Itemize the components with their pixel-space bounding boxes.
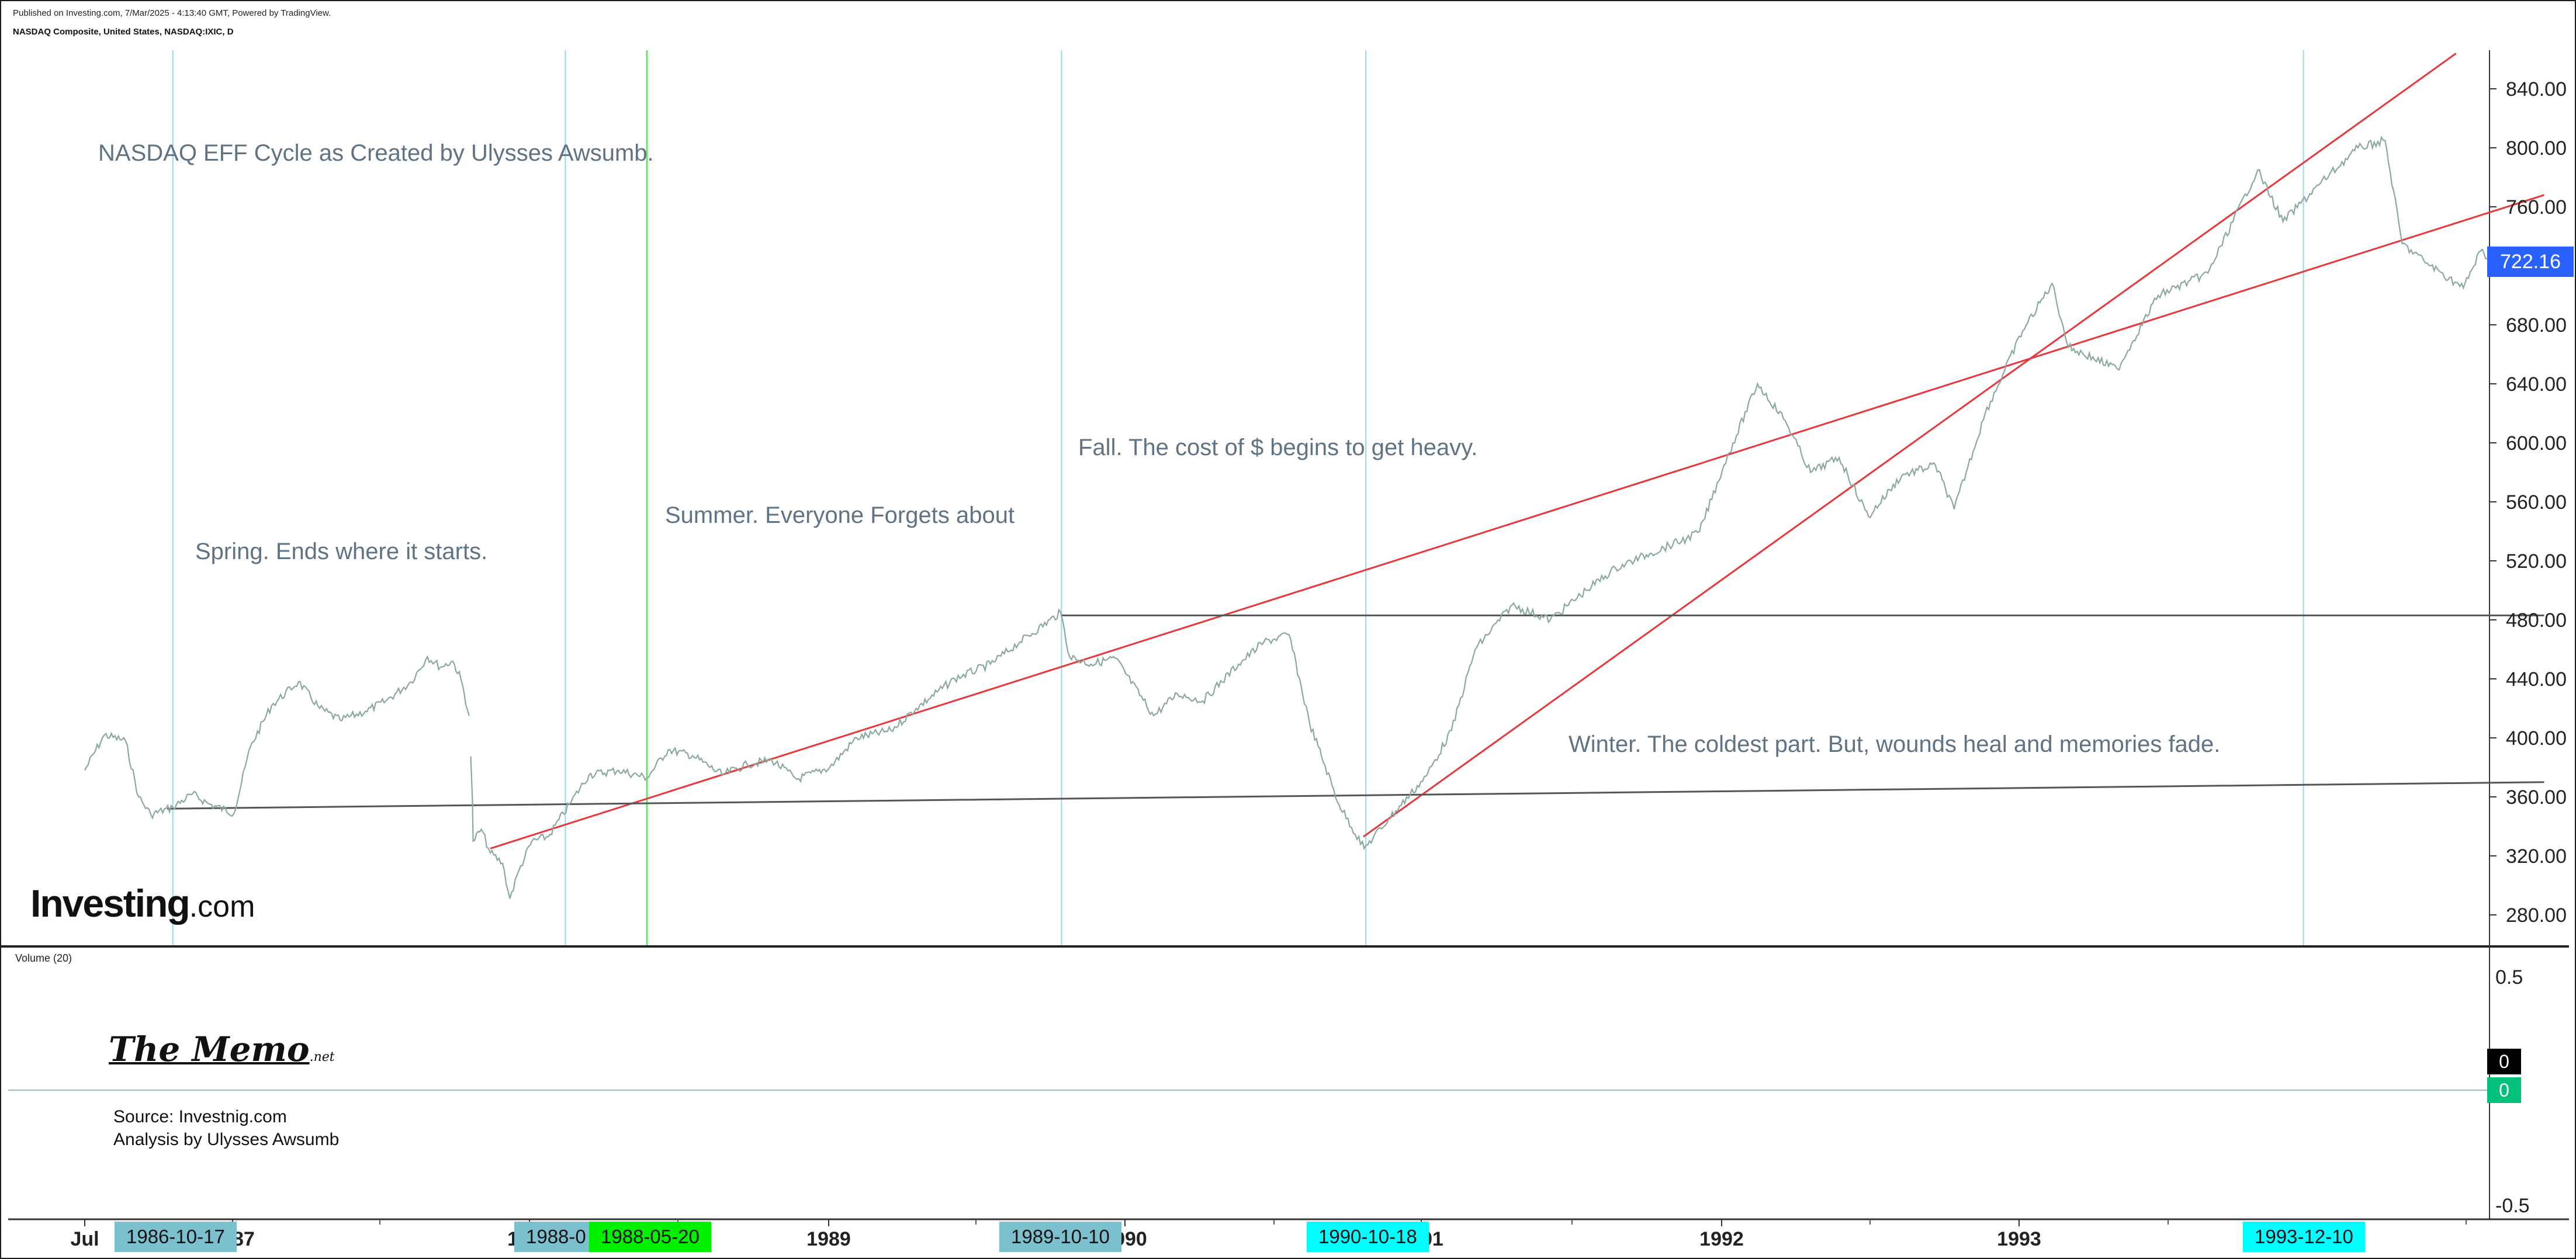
- analysis-line: Analysis by Ulysses Awsumb: [113, 1130, 340, 1149]
- y-tick-label-7: 560.00: [2506, 491, 2567, 514]
- published-line: Published on Investing.com, 7/Mar/2025 -…: [13, 8, 331, 18]
- y-tick-label-13: 320.00: [2506, 845, 2567, 868]
- y-tick-label-14: 280.00: [2506, 904, 2567, 927]
- y-tick-label-8: 520.00: [2506, 550, 2567, 573]
- source-line: Source: Investnig.com: [113, 1107, 287, 1126]
- x-tick-label-6: 1992: [1699, 1228, 1744, 1250]
- y-tick-label-5: 640.00: [2506, 373, 2567, 396]
- annotation-title: NASDAQ EFF Cycle as Created by Ulysses A…: [98, 140, 654, 166]
- the-memo-logo: The Memo.net: [109, 1029, 335, 1069]
- y-tick-label-0: 840.00: [2506, 78, 2567, 100]
- symbol-line: NASDAQ Composite, United States, NASDAQ:…: [13, 27, 234, 37]
- y-tick-label-9: 480.00: [2506, 609, 2567, 632]
- volume-tick-label-0: 0.5: [2495, 966, 2523, 989]
- date-marker-tag-5: 1993-12-10: [2243, 1222, 2365, 1252]
- date-marker-tag-4: 1990-10-18: [1307, 1222, 1429, 1252]
- annotation-winter: Winter. The coldest part. But, wounds he…: [1569, 731, 2221, 757]
- date-marker-tag-0: 1986-10-17: [115, 1222, 237, 1252]
- y-tick-label-1: 800.00: [2506, 137, 2567, 159]
- volume-tick-label-1: -0.5: [2495, 1195, 2530, 1217]
- volume-indicator-label[interactable]: Volume (20): [15, 952, 72, 964]
- date-marker-tag-3: 1989-10-10: [999, 1222, 1121, 1252]
- last-price-badge: 722.16: [2487, 247, 2574, 277]
- x-tick-label-0: Jul: [70, 1228, 99, 1250]
- price-series-line: [84, 136, 2495, 899]
- trend-line-0: [490, 194, 2544, 849]
- y-tick-label-6: 600.00: [2506, 432, 2567, 455]
- x-tick-label-3: 1989: [806, 1228, 851, 1250]
- level-line-2: [167, 781, 2544, 810]
- y-tick-label-4: 680.00: [2506, 314, 2567, 337]
- x-tick-label-7: 1993: [1997, 1228, 2041, 1250]
- annotation-summer: Summer. Everyone Forgets about: [665, 502, 1015, 528]
- y-tick-label-12: 360.00: [2506, 786, 2567, 809]
- y-tick-label-10: 440.00: [2506, 668, 2567, 691]
- annotation-fall: Fall. The cost of $ begins to get heavy.: [1078, 435, 1478, 460]
- date-marker-tag-2: 1988-05-20: [589, 1222, 711, 1252]
- source-note: Source: Investnig.com Analysis by Ulysse…: [113, 1105, 339, 1151]
- y-tick-label-2: 760.00: [2506, 196, 2567, 218]
- annotation-spring: Spring. Ends where it starts.: [195, 539, 488, 564]
- trend-line-1: [1363, 53, 2457, 838]
- investing-logo: Investing.com: [30, 882, 255, 925]
- volume-value-badge-bottom: 0: [2487, 1077, 2521, 1103]
- volume-value-badge-top: 0: [2487, 1049, 2521, 1074]
- y-tick-label-11: 400.00: [2506, 727, 2567, 750]
- date-marker-tag-1: 1988-0: [514, 1222, 598, 1252]
